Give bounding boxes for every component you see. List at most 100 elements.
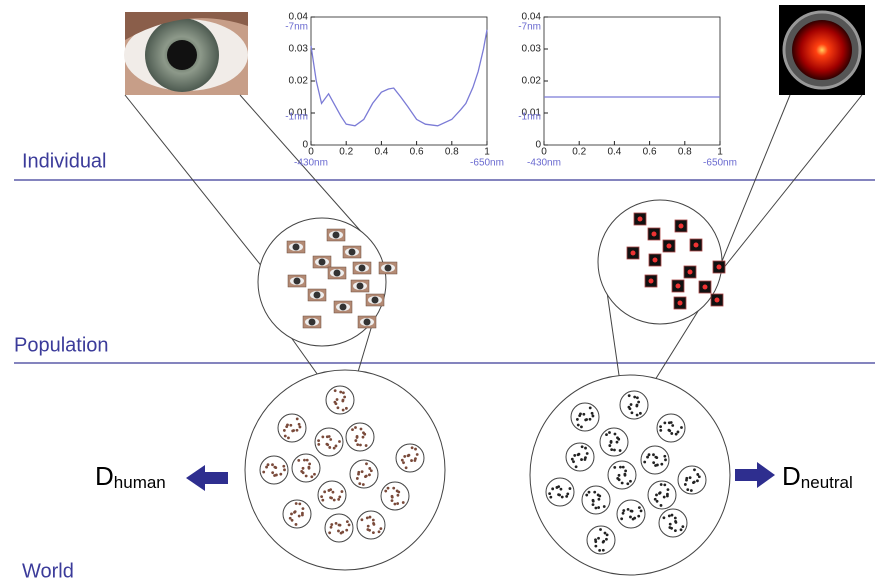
individual-dot xyxy=(333,499,336,502)
individual-dot xyxy=(598,549,601,552)
individual-dot xyxy=(594,538,597,541)
individual-dot xyxy=(666,495,669,498)
sub-population xyxy=(608,461,636,489)
individual-dot xyxy=(365,462,368,465)
individual-dot xyxy=(282,465,285,468)
individual-dot xyxy=(608,444,611,447)
mini-hal-eye xyxy=(694,243,699,248)
individual-dot xyxy=(337,530,340,533)
individual-dot xyxy=(402,501,405,504)
individual-dot xyxy=(686,488,689,491)
individual-dot xyxy=(305,475,308,478)
individual-dot xyxy=(348,524,351,527)
individual-dot xyxy=(342,409,345,412)
individual-dot xyxy=(654,498,657,501)
mini-eye-iris xyxy=(293,244,300,251)
individual-dot xyxy=(631,411,634,414)
mini-eye-iris xyxy=(372,297,379,304)
eye-image xyxy=(124,12,248,95)
individual-dot xyxy=(356,477,359,480)
individual-dot xyxy=(408,454,411,457)
individual-dot xyxy=(321,499,324,502)
individual-dot xyxy=(330,523,333,526)
individual-dot xyxy=(604,532,607,535)
individual-dot xyxy=(629,516,632,519)
x-tick-label: 0.6 xyxy=(643,147,657,158)
sub-population xyxy=(326,386,354,414)
individual-dot xyxy=(341,400,344,403)
y-tick-label: 0.03 xyxy=(522,44,542,55)
individual-dot xyxy=(379,527,382,530)
individual-dot xyxy=(310,475,313,478)
individual-dot xyxy=(628,394,631,397)
individual-dot xyxy=(338,440,341,443)
individual-dot xyxy=(624,474,627,477)
individual-dot xyxy=(685,477,688,480)
individual-dot xyxy=(295,502,298,505)
individual-dot xyxy=(274,466,277,469)
individual-dot xyxy=(622,466,625,469)
mini-hal-eye xyxy=(638,217,643,222)
sub-population xyxy=(357,511,385,539)
individual-dot xyxy=(370,469,373,472)
individual-dot xyxy=(584,419,587,422)
individual-dot xyxy=(291,430,294,433)
individual-dot xyxy=(271,463,274,466)
individual-dot xyxy=(572,460,575,463)
individual-dot xyxy=(416,453,419,456)
individual-dot xyxy=(358,482,361,485)
individual-dot xyxy=(622,512,625,515)
individual-dot xyxy=(584,447,587,450)
individual-dot xyxy=(605,433,608,436)
y-tick-label: 0.02 xyxy=(522,76,542,87)
individual-dot xyxy=(605,538,608,541)
individual-dot xyxy=(619,449,622,452)
individual-dot xyxy=(551,487,554,490)
individual-dot xyxy=(345,529,348,532)
individual-dot xyxy=(351,428,354,431)
individual-dot xyxy=(648,453,651,456)
individual-dot xyxy=(341,490,344,493)
individual-dot xyxy=(621,482,624,485)
individual-dot xyxy=(295,523,298,526)
individual-dot xyxy=(652,453,655,456)
individual-dot xyxy=(640,510,643,513)
x-tick-label: 0.2 xyxy=(572,147,586,158)
individual-dot xyxy=(561,496,564,499)
arrow xyxy=(186,465,228,491)
individual-dot xyxy=(329,438,332,441)
individual-dot xyxy=(368,473,371,476)
individual-dot xyxy=(655,494,658,497)
individual-dot xyxy=(283,429,286,432)
mini-eye-iris xyxy=(359,265,366,272)
individual-dot xyxy=(660,463,663,466)
mini-hal-eye xyxy=(717,265,722,270)
individual-dot xyxy=(670,432,673,435)
individual-dot xyxy=(560,488,563,491)
x-tick-label: 1 xyxy=(484,147,490,158)
d-letter: D xyxy=(95,461,114,491)
individual-dot xyxy=(320,495,323,498)
individual-dot xyxy=(391,499,394,502)
individual-dot xyxy=(313,473,316,476)
individual-dot xyxy=(340,532,343,535)
individual-dot xyxy=(571,458,574,461)
individual-dot xyxy=(635,405,638,408)
individual-dot xyxy=(618,474,621,477)
individual-dot xyxy=(569,487,572,490)
mini-eye-iris xyxy=(319,259,326,266)
individual-dot xyxy=(589,418,592,421)
individual-dot xyxy=(674,517,677,520)
individual-dot xyxy=(610,448,613,451)
individual-dot xyxy=(674,529,677,532)
individual-dot xyxy=(597,506,600,509)
individual-dot xyxy=(663,421,666,424)
individual-dot xyxy=(557,485,560,488)
individual-dot xyxy=(298,515,301,518)
individual-dot xyxy=(580,425,583,428)
individual-dot xyxy=(581,445,584,448)
individual-dot xyxy=(306,459,309,462)
individual-dot xyxy=(289,424,292,427)
individual-dot xyxy=(337,498,340,501)
individual-dot xyxy=(613,449,616,452)
